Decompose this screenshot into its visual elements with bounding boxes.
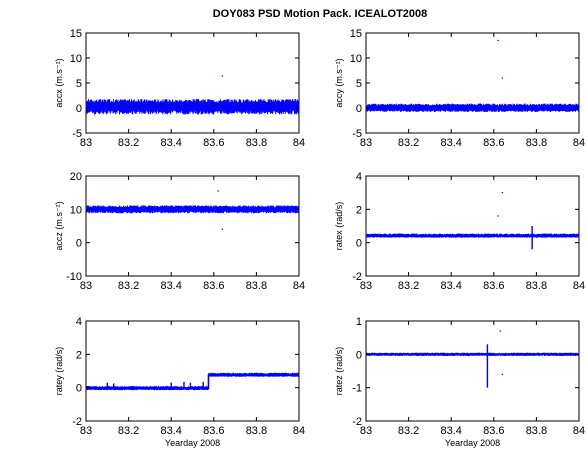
- y-tick-label: -2: [72, 416, 82, 428]
- x-tick-label: 83.4: [440, 280, 461, 292]
- y-tick-label: 0: [356, 349, 362, 361]
- y-tick-label: 15: [350, 28, 362, 40]
- y-tick-label: 15: [70, 28, 82, 40]
- x-tick-label: 83: [360, 425, 372, 437]
- x-tick-label: 83.6: [203, 425, 224, 437]
- y-tick-label: 0: [76, 103, 82, 115]
- signal-trace: [365, 103, 580, 113]
- y-tick-label: -2: [352, 271, 362, 283]
- x-tick-label: 83.2: [398, 425, 419, 437]
- x-tick-label: 84: [293, 137, 305, 149]
- subplot-ratey: 83 83.2 83.4 83.6 83.8 84 -2 0 2 4 ratey (rad/s) Ye…: [54, 316, 305, 448]
- x-tick-label: 83.8: [526, 280, 547, 292]
- x-tick-label: 83.2: [398, 137, 419, 149]
- x-tick-label: 84: [573, 425, 585, 437]
- subplot-accz: 83 83.2 83.4 83.6 83.8 84 -10 0 10 20 accz (m.s⁻²): [54, 171, 305, 292]
- y-tick-label: 4: [356, 171, 362, 183]
- y-tick-label: 0: [76, 238, 82, 250]
- plot-area: [85, 175, 300, 277]
- y-tick-label: -5: [352, 128, 362, 140]
- y-tick-label: -1: [352, 383, 362, 395]
- signal-trace: [85, 98, 300, 115]
- x-tick-label: 83.6: [203, 280, 224, 292]
- x-tick-label: 83: [360, 280, 372, 292]
- x-tick-label: 83: [80, 280, 92, 292]
- x-tick-label: 83: [80, 425, 92, 437]
- x-tick-label: 83.4: [440, 425, 461, 437]
- y-tick-label: 5: [356, 78, 362, 90]
- x-tick-label: 83.8: [526, 137, 547, 149]
- y-axis-label: ratey (rad/s): [54, 347, 64, 396]
- outlier-point: [497, 39, 499, 42]
- subplot-accx: 83 83.2 83.4 83.6 83.8 84 -5 0 5 10 15 accx (m.s⁻²): [54, 28, 305, 149]
- y-tick-label: 20: [70, 171, 82, 183]
- y-tick-label: -5: [72, 128, 82, 140]
- y-axis-label: accy (m.s⁻²): [334, 58, 344, 107]
- plot-area: [85, 320, 300, 422]
- subplot-accy: 83 83.2 83.4 83.6 83.8 84 -5 0 5 10 15 accy (m.s⁻²): [334, 28, 585, 149]
- outlier-point: [499, 330, 501, 332]
- x-tick-label: 83.6: [483, 280, 504, 292]
- y-tick-label: 0: [356, 238, 362, 250]
- signal-trace: [365, 352, 580, 357]
- y-axis-label: ratex (rad/s): [334, 202, 344, 251]
- y-tick-label: 1: [356, 316, 362, 328]
- plot-area: [365, 175, 580, 277]
- y-tick-label: 4: [76, 316, 82, 328]
- x-tick-label: 84: [573, 137, 585, 149]
- x-tick-label: 83.8: [526, 425, 547, 437]
- plot-area: [365, 320, 580, 422]
- x-tick-label: 83.2: [118, 137, 139, 149]
- y-tick-label: 10: [70, 53, 82, 65]
- y-axis-label: accx (m.s⁻²): [54, 58, 64, 107]
- outlier-point: [501, 373, 504, 376]
- outlier-point: [221, 75, 224, 77]
- subplot-ratex: 83 83.2 83.4 83.6 83.8 84 -2 0 2 4 ratex (rad/s): [334, 171, 585, 292]
- x-tick-label: 84: [573, 280, 585, 292]
- y-tick-label: -2: [352, 416, 362, 428]
- plot-area: [365, 32, 580, 134]
- x-tick-label: 83.8: [246, 425, 267, 437]
- outlier-point: [501, 191, 504, 194]
- x-tick-label: 83: [80, 137, 92, 149]
- x-tick-label: 83.6: [483, 137, 504, 149]
- x-tick-label: 83: [360, 137, 372, 149]
- outlier-point: [501, 77, 504, 79]
- step-line: [86, 374, 299, 390]
- y-axis-label: accz (m.s⁻²): [54, 201, 64, 250]
- y-tick-label: 5: [76, 78, 82, 90]
- signal-trace: [365, 233, 580, 238]
- figure-title: DOY083 PSD Motion Pack. ICEALOT2008: [213, 8, 428, 20]
- y-tick-label: 10: [70, 204, 82, 216]
- signal-trace: [85, 205, 300, 214]
- plot-area: [85, 32, 300, 134]
- outlier-point: [497, 215, 499, 217]
- x-tick-label: 83.8: [246, 280, 267, 292]
- x-tick-label: 83.2: [398, 280, 419, 292]
- x-axis-label: Yearday 2008: [445, 438, 500, 448]
- outlier-point: [217, 190, 219, 192]
- x-tick-label: 84: [293, 280, 305, 292]
- subplot-ratez: 83 83.2 83.4 83.6 83.8 84 -2 -1 0 1 ratez (rad/s) Y…: [334, 316, 585, 448]
- x-tick-label: 83.4: [160, 425, 181, 437]
- y-tick-label: 0: [356, 103, 362, 115]
- x-tick-label: 83.8: [246, 137, 267, 149]
- y-tick-label: -10: [66, 271, 82, 283]
- y-axis-label: ratez (rad/s): [334, 347, 344, 396]
- x-tick-label: 83.6: [483, 425, 504, 437]
- y-tick-label: 10: [350, 53, 362, 65]
- x-axis-label: Yearday 2008: [165, 438, 220, 448]
- x-tick-label: 84: [293, 425, 305, 437]
- x-tick-label: 83.2: [118, 425, 139, 437]
- x-tick-label: 83.4: [440, 137, 461, 149]
- outlier-point: [221, 228, 224, 231]
- x-tick-label: 83.6: [203, 137, 224, 149]
- x-tick-label: 83.2: [118, 280, 139, 292]
- y-tick-label: 0: [76, 383, 82, 395]
- x-tick-label: 83.4: [160, 137, 181, 149]
- y-tick-label: 2: [356, 204, 362, 216]
- y-tick-label: 2: [76, 349, 82, 361]
- x-tick-label: 83.4: [160, 280, 181, 292]
